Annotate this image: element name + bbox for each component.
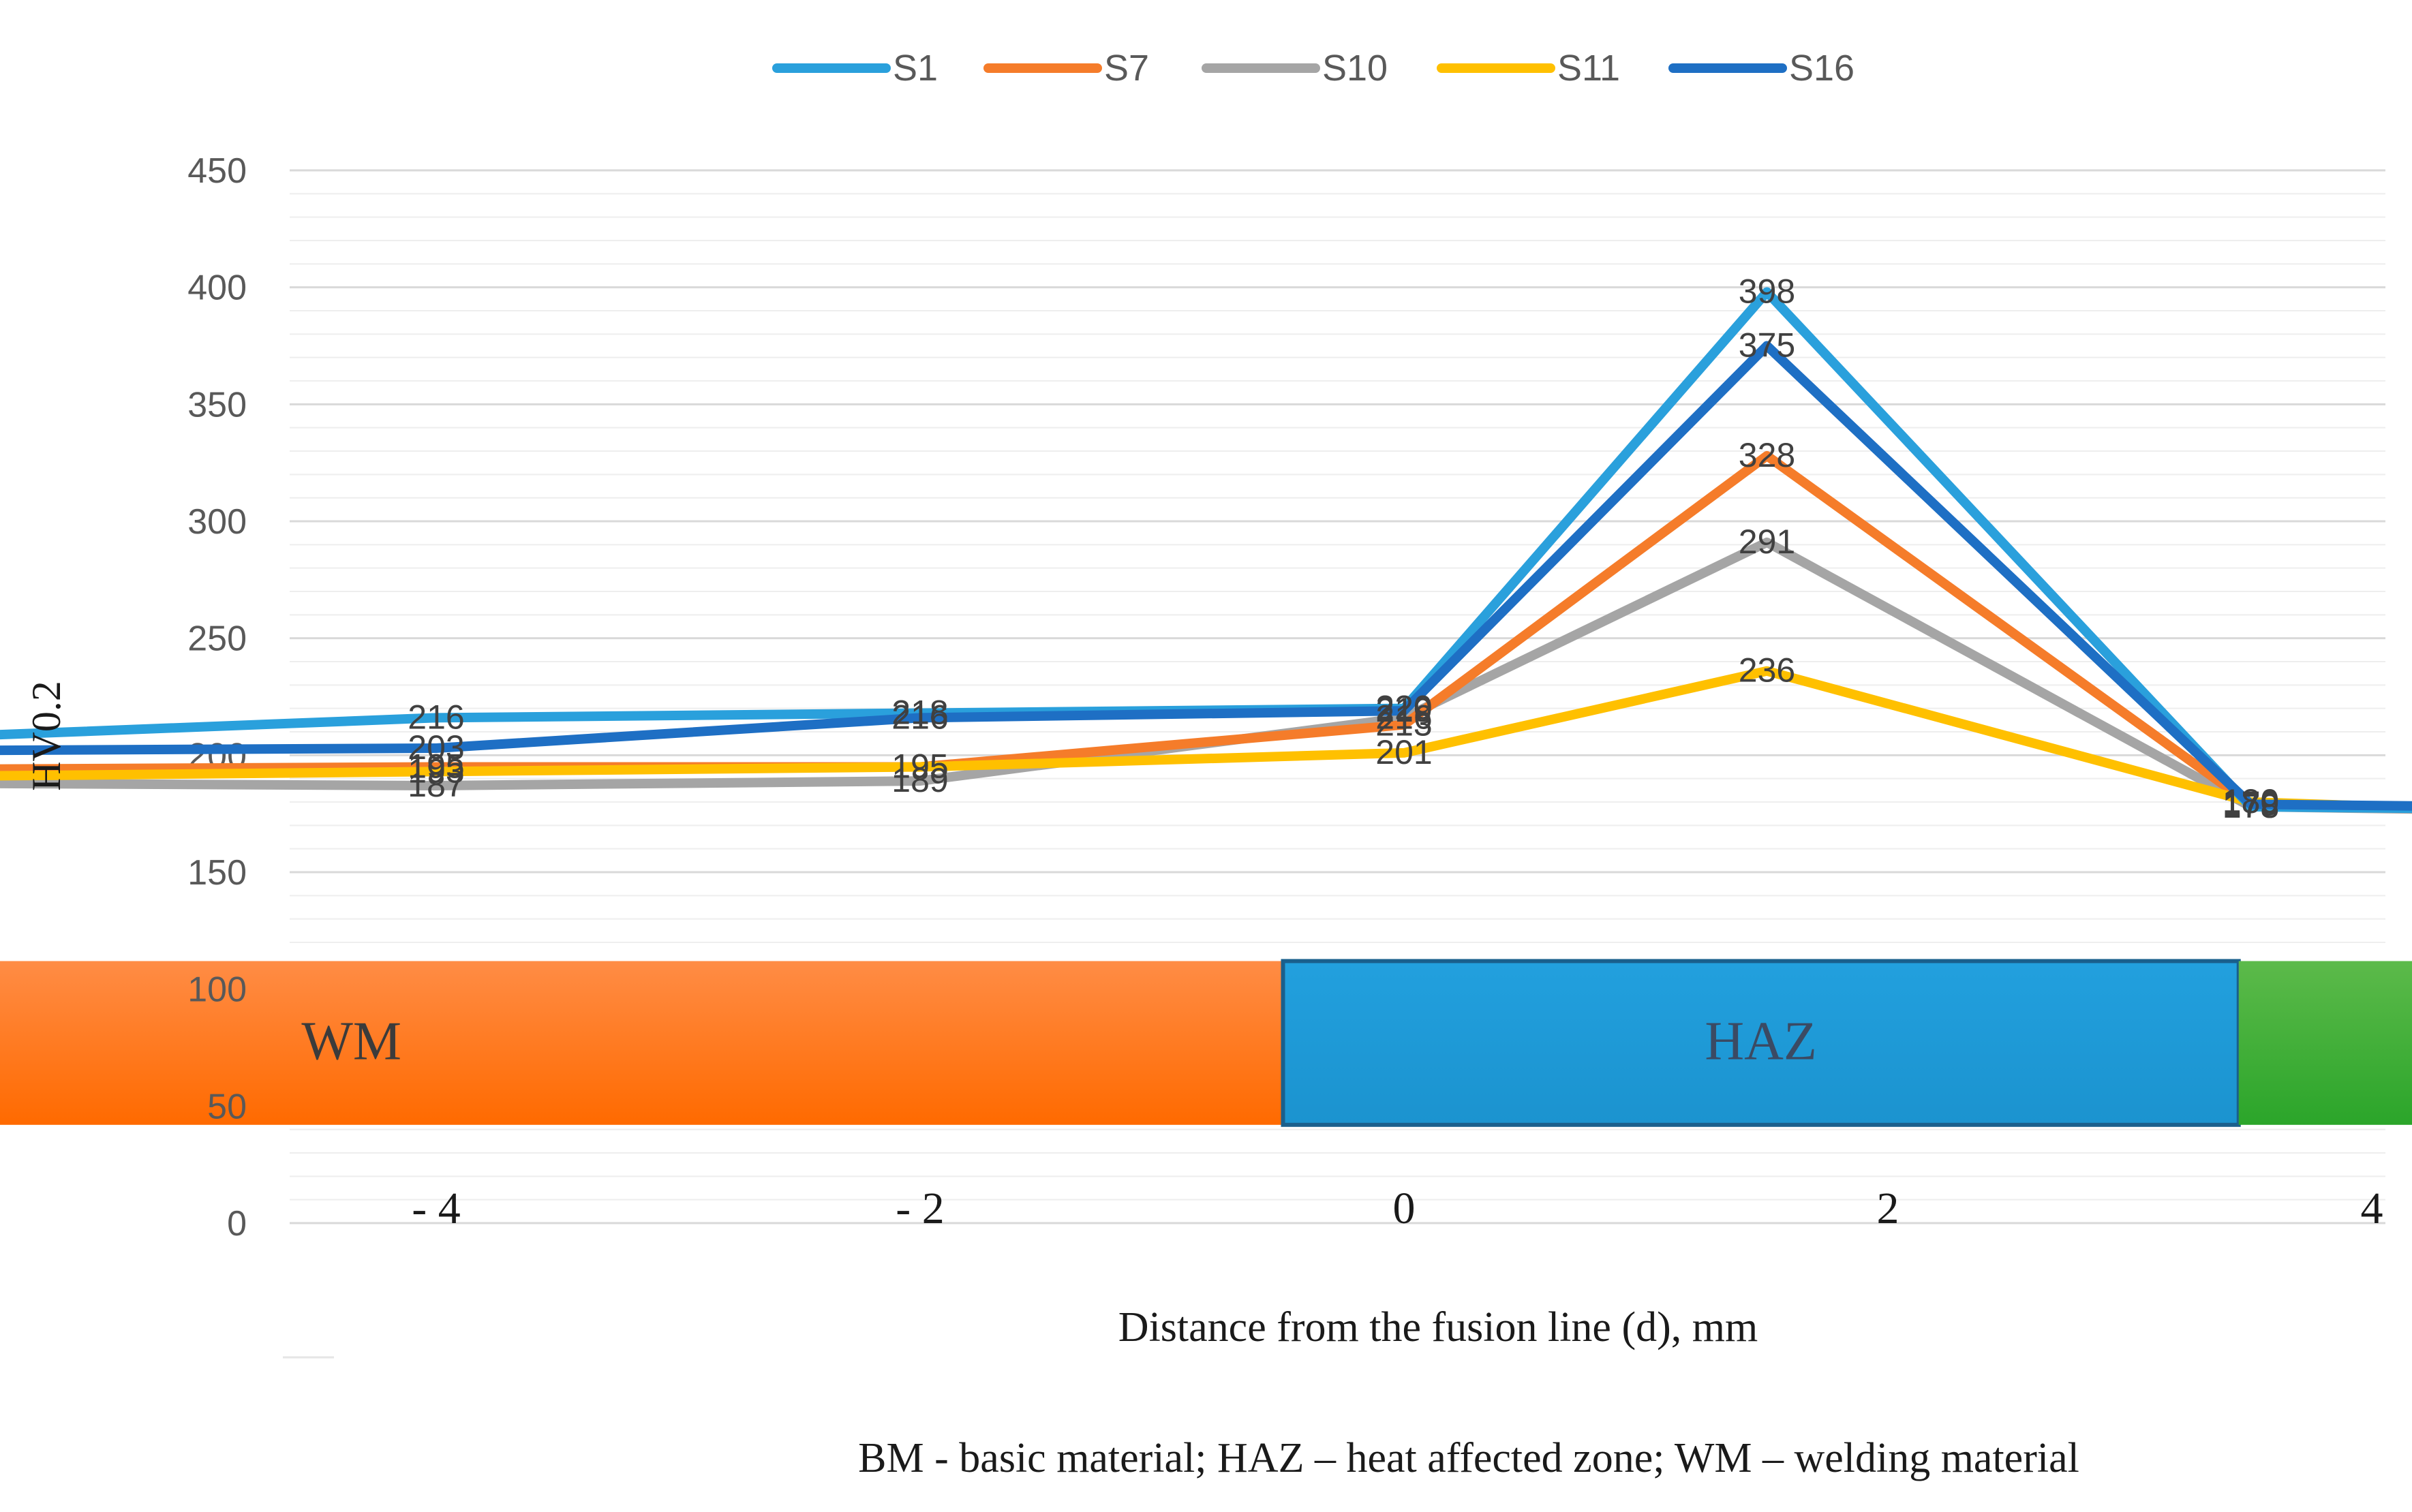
data-label-s7: 195	[891, 747, 948, 786]
legend-label-s1: S1	[893, 48, 938, 89]
data-label-s10: 187	[408, 766, 464, 804]
y-tick-label: 0	[227, 1204, 247, 1244]
data-label-s11: 201	[1375, 733, 1432, 771]
zone-band-bm	[2238, 961, 2412, 1125]
data-label-s1: 220	[1375, 689, 1432, 727]
data-label-s16: 216	[891, 698, 948, 736]
data-label-s1: 398	[1739, 273, 1795, 311]
x-tick-label: - 2	[896, 1184, 944, 1233]
y-tick-label: 350	[187, 385, 247, 425]
data-label-s10: 189	[891, 761, 948, 799]
data-label-s7: 179	[2223, 784, 2279, 822]
zone-band-wm	[0, 961, 1283, 1125]
y-tick-label: 250	[187, 619, 247, 659]
data-label-s7: 213	[1375, 705, 1432, 743]
y-tick-label: 150	[187, 853, 247, 893]
y-tick-label: 400	[187, 268, 247, 308]
series-line-s16	[0, 341, 2412, 811]
x-axis-title: Distance from the fusion line (d), mm	[1118, 1304, 1758, 1351]
series-line-s10	[0, 537, 2412, 814]
y-tick-label: 300	[187, 502, 247, 542]
series-lines	[0, 287, 2412, 814]
data-label-s10: 216	[1375, 698, 1432, 736]
x-tick-label: 4	[2361, 1184, 2383, 1233]
legend: S1 S7 S10 S11 S16	[772, 48, 1854, 89]
data-label-s7: 328	[1739, 436, 1795, 474]
series-line-s7	[0, 450, 2412, 814]
data-label-s10: 291	[1739, 523, 1795, 561]
x-tick-label: - 4	[412, 1184, 460, 1233]
x-tick-label: 0	[1393, 1184, 1416, 1233]
data-label-s11: 180	[2223, 782, 2279, 820]
data-label-s10: 178	[2223, 787, 2279, 825]
data-label-s16: 203	[408, 728, 464, 767]
legend-label-s11: S11	[1557, 48, 1620, 89]
data-label-s1: 218	[891, 694, 948, 732]
data-label-s7: 195	[408, 747, 464, 786]
series-line-s1	[0, 287, 2412, 814]
y-tick-label: 450	[187, 151, 247, 191]
y-axis-title: HV0.2	[24, 681, 69, 791]
legend-label-s10: S10	[1322, 48, 1388, 89]
x-axis: - 8- 6- 4- 202468	[412, 1184, 2383, 1233]
legend-label-s7: S7	[1104, 48, 1149, 89]
chart-footnote: BM - basic material; HAZ – heat affected…	[858, 1435, 2079, 1481]
data-label-s1: 178	[2223, 787, 2279, 825]
zone-label-haz: HAZ	[1705, 1012, 1816, 1072]
y-tick-label: 50	[207, 1087, 247, 1126]
zone-bands: WMHAZBM	[0, 959, 2412, 1127]
data-label-s16: 179	[2223, 784, 2279, 822]
data-label-s11: 236	[1739, 651, 1795, 690]
legend-label-s16: S16	[1789, 48, 1854, 89]
data-label-s11: 193	[408, 752, 464, 790]
series-line-s11	[0, 666, 2412, 813]
y-tick-label: 100	[187, 970, 247, 1010]
data-label-s11: 195	[891, 747, 948, 786]
data-label-s16: 375	[1739, 326, 1795, 365]
zone-band-haz	[1281, 959, 2241, 1127]
data-label-s1: 216	[408, 698, 464, 736]
zone-label-wm: WM	[301, 1012, 401, 1072]
x-tick-label: 2	[1877, 1184, 1899, 1233]
data-label-s16: 219	[1375, 691, 1432, 729]
data-labels: 2032082162182203981781761771901941951952…	[408, 273, 2279, 825]
